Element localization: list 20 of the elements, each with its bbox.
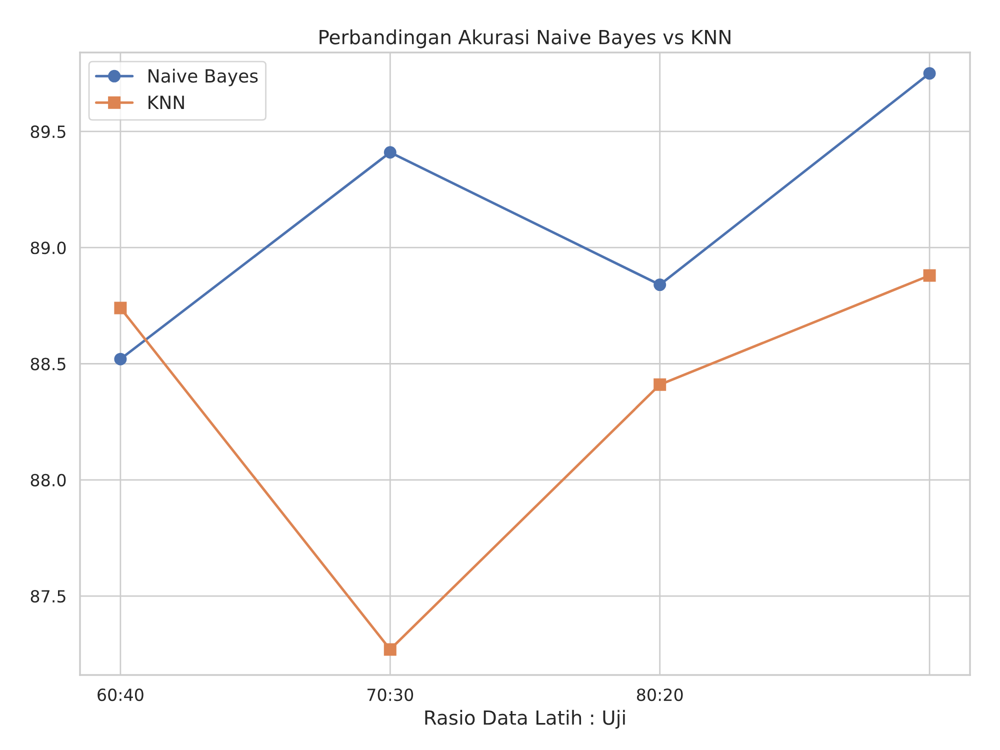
x-tick-label: 60:40 xyxy=(98,688,144,702)
legend-label: KNN xyxy=(148,96,184,109)
x-tick-label: 70:30 xyxy=(368,688,414,702)
x-axis-title: Rasio Data Latih : Uji xyxy=(425,710,625,729)
y-tick-label: 88.0 xyxy=(30,474,66,486)
point xyxy=(654,278,666,292)
point xyxy=(654,378,666,391)
y-tick-label: 88.5 xyxy=(30,358,66,370)
y-tick-label: 89.0 xyxy=(30,242,66,254)
point xyxy=(923,269,936,282)
y-tick-label: 89.5 xyxy=(30,125,66,138)
y-tick-label: 87.5 xyxy=(30,590,66,603)
point xyxy=(114,352,127,366)
x-tick-label: 80:20 xyxy=(636,688,683,702)
point xyxy=(114,302,127,314)
chart-title: Perbandingan Akurasi Naive Bayes vs KNN xyxy=(320,29,730,48)
point xyxy=(384,643,396,656)
legend-label: Naive Bayes xyxy=(148,68,258,86)
point xyxy=(384,146,396,159)
point xyxy=(923,67,936,80)
